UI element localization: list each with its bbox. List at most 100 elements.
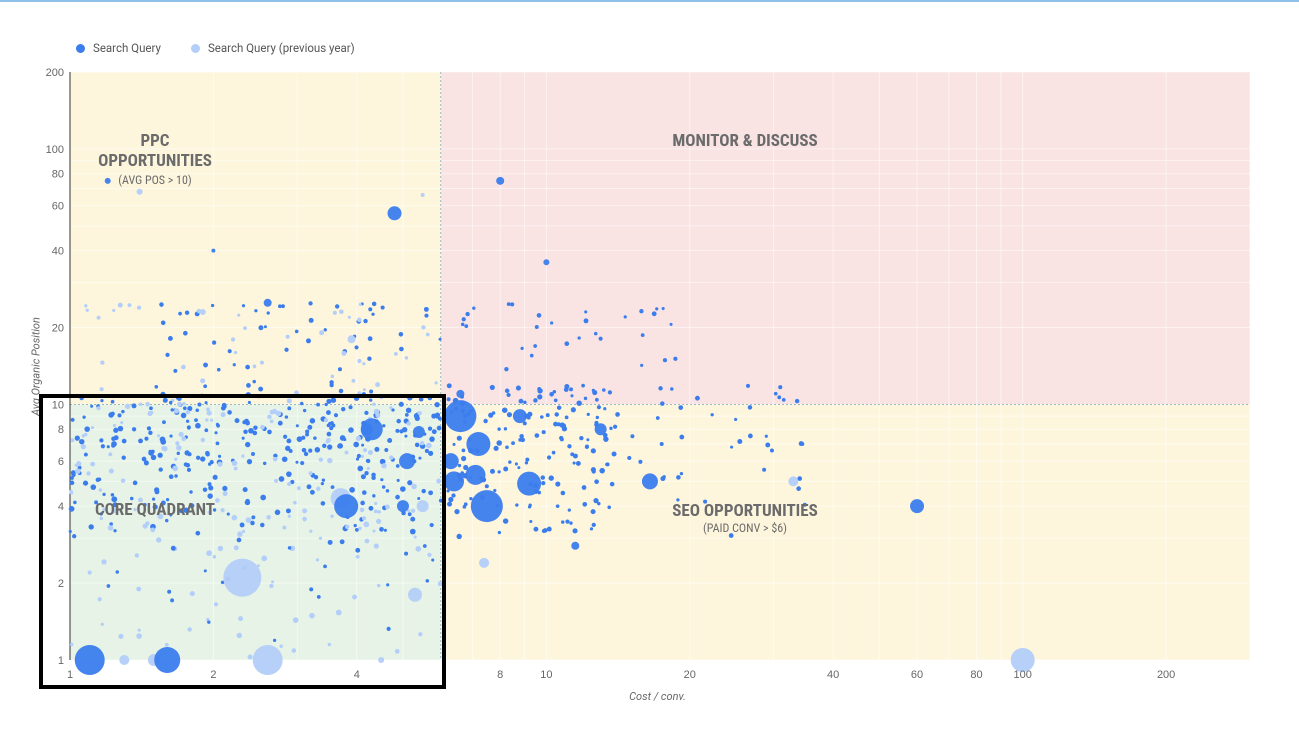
data-point <box>493 488 497 493</box>
data-point <box>167 589 172 594</box>
data-point <box>630 434 635 439</box>
data-point <box>594 423 607 436</box>
data-point <box>90 404 94 408</box>
data-point <box>162 446 168 452</box>
data-point <box>248 427 254 434</box>
data-point <box>120 421 124 425</box>
data-point <box>321 478 326 482</box>
data-point <box>144 436 149 441</box>
data-point <box>456 435 462 441</box>
data-point <box>318 457 324 462</box>
data-point <box>662 475 666 479</box>
data-point <box>554 412 559 417</box>
data-point <box>156 537 162 543</box>
quadrant-core <box>70 404 441 660</box>
data-point <box>376 583 381 588</box>
data-point <box>383 528 387 532</box>
data-point <box>461 317 466 322</box>
y-tick-label: 200 <box>46 67 64 79</box>
data-point <box>100 360 105 365</box>
data-point <box>611 451 617 457</box>
data-point <box>102 507 107 512</box>
data-point <box>187 452 192 457</box>
data-point <box>110 493 115 497</box>
data-point <box>404 434 408 438</box>
data-point <box>314 447 321 453</box>
data-point <box>497 427 501 431</box>
data-point <box>330 421 334 425</box>
data-point <box>394 351 398 356</box>
data-point <box>326 431 332 437</box>
data-point <box>427 552 432 557</box>
x-tick-label: 200 <box>1157 669 1175 681</box>
data-point <box>327 539 333 545</box>
data-point <box>506 392 511 398</box>
data-point <box>375 382 381 388</box>
data-point <box>212 554 217 559</box>
data-point <box>299 401 304 406</box>
quadrant-seo <box>440 404 1250 660</box>
legend-item-search-query[interactable]: Search Query <box>76 41 161 55</box>
data-point <box>381 463 387 469</box>
data-point <box>211 340 217 345</box>
data-point <box>456 533 462 540</box>
data-point <box>283 434 288 439</box>
data-point <box>603 407 607 411</box>
data-point <box>437 416 442 421</box>
data-point <box>241 304 246 308</box>
data-point <box>353 441 360 448</box>
data-point <box>217 545 224 552</box>
data-point <box>369 398 373 402</box>
data-point <box>337 367 343 372</box>
legend-item-search-query-previous[interactable]: Search Query (previous year) <box>190 41 355 55</box>
data-point <box>307 424 313 430</box>
data-point <box>326 398 332 404</box>
data-point <box>396 418 401 424</box>
data-point <box>160 320 166 326</box>
data-point <box>241 529 246 534</box>
data-point <box>355 547 361 553</box>
data-point <box>577 336 581 340</box>
data-point <box>99 516 104 521</box>
data-point <box>269 583 274 589</box>
data-point <box>517 466 521 470</box>
data-point <box>534 325 539 329</box>
data-point <box>286 471 292 477</box>
data-point <box>584 310 588 314</box>
data-point <box>113 529 117 533</box>
data-point <box>274 509 281 516</box>
data-point <box>561 426 568 432</box>
data-point <box>463 464 469 471</box>
data-point <box>734 417 738 422</box>
data-point <box>69 642 74 647</box>
data-point <box>590 448 596 454</box>
data-point <box>131 403 137 409</box>
data-point <box>259 360 264 365</box>
data-point <box>659 441 664 446</box>
data-point <box>243 326 247 330</box>
data-point <box>245 364 250 370</box>
data-point <box>777 395 782 400</box>
data-point <box>308 471 313 476</box>
data-point <box>322 443 327 448</box>
x-tick-label: 4 <box>354 669 360 681</box>
data-point <box>200 437 205 443</box>
data-point <box>765 442 771 448</box>
data-point <box>419 440 425 446</box>
data-point <box>294 329 299 334</box>
data-point <box>385 504 390 510</box>
data-point <box>112 502 118 508</box>
data-point <box>185 409 191 415</box>
data-point <box>212 508 217 512</box>
data-point <box>168 474 174 480</box>
data-point <box>504 388 510 394</box>
data-point <box>204 428 209 433</box>
data-point <box>651 311 657 317</box>
data-point <box>377 510 381 514</box>
data-point <box>465 311 470 317</box>
data-point <box>313 436 317 440</box>
data-point <box>287 514 291 518</box>
data-point <box>367 336 373 342</box>
data-point <box>132 480 138 486</box>
data-point <box>428 490 434 496</box>
